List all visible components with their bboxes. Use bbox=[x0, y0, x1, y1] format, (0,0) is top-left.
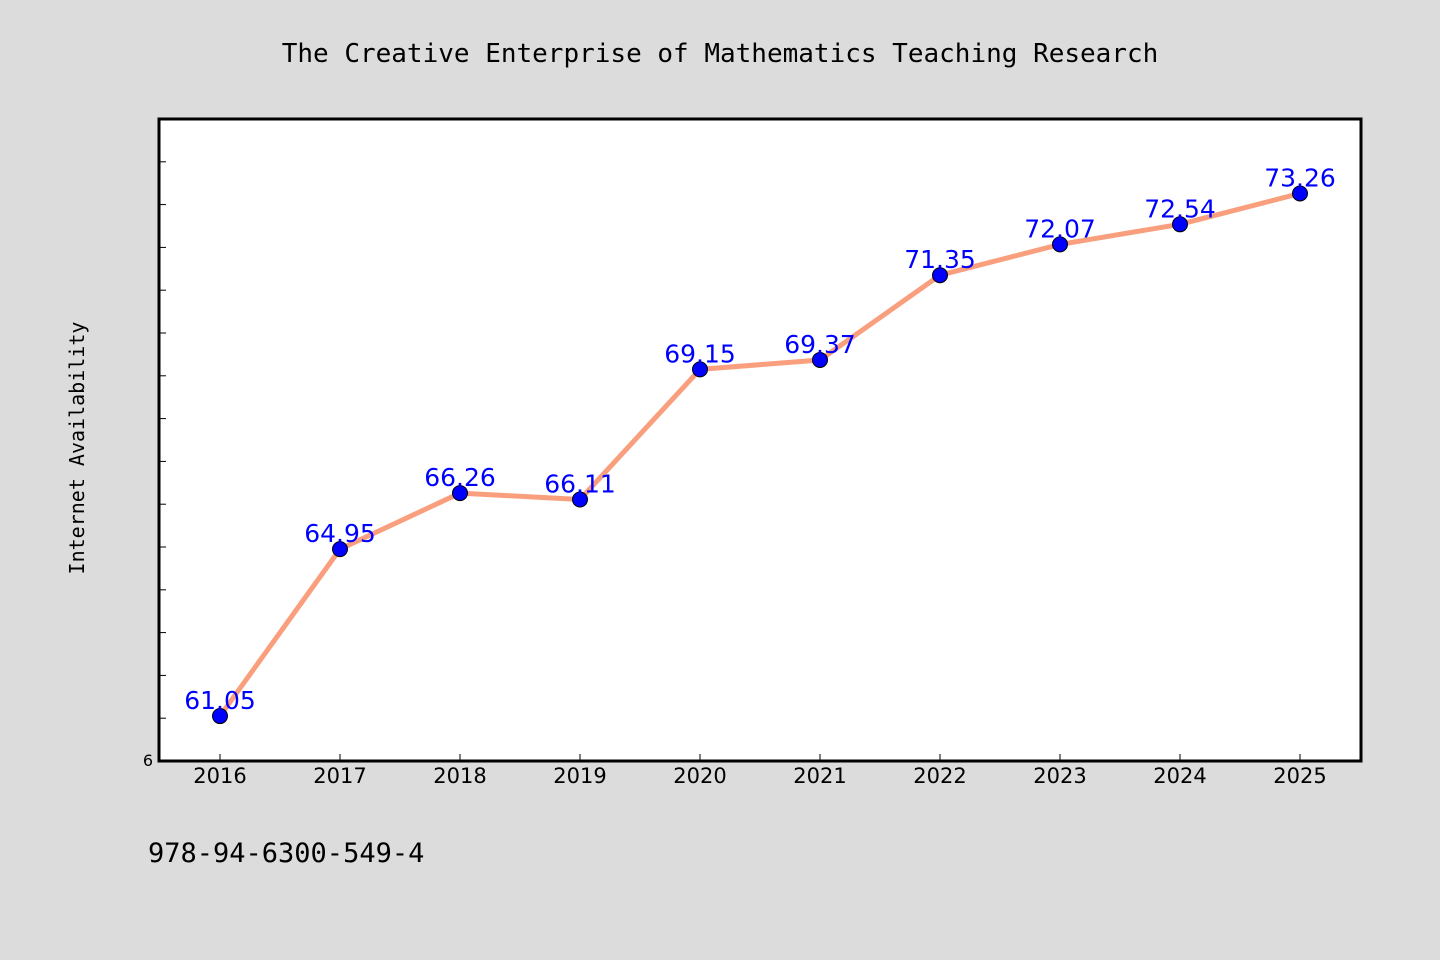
x-tick-label: 2022 bbox=[913, 764, 966, 788]
data-label: 66.26 bbox=[424, 463, 496, 492]
data-point bbox=[1052, 236, 1068, 253]
x-tick-label: 2016 bbox=[193, 764, 246, 788]
data-label: 61.05 bbox=[184, 686, 256, 715]
data-point bbox=[212, 708, 228, 725]
x-tick-label: 2019 bbox=[553, 764, 606, 788]
isbn-footer: 978-94-6300-549-4 bbox=[148, 838, 424, 869]
x-tick-label: 2021 bbox=[793, 764, 846, 788]
chart-title: The Creative Enterprise of Mathematics T… bbox=[282, 39, 1159, 69]
data-label: 73.26 bbox=[1264, 163, 1336, 192]
data-point bbox=[812, 351, 828, 368]
series-markers bbox=[212, 185, 1308, 725]
x-axis-ticks bbox=[219, 754, 1301, 761]
data-label: 69.15 bbox=[664, 339, 736, 368]
data-label: 72.07 bbox=[1024, 214, 1096, 243]
data-point bbox=[572, 491, 588, 508]
data-label: 64.95 bbox=[304, 519, 376, 548]
x-tick-label: 2017 bbox=[313, 764, 366, 788]
data-label: 66.11 bbox=[544, 469, 616, 498]
data-point bbox=[332, 541, 348, 558]
x-axis-tick-labels: 2016 2017 2018 2019 2020 2021 2022 2023 2024 2025 bbox=[193, 764, 1326, 788]
y-axis-label: Internet Availability bbox=[65, 322, 89, 575]
x-tick-label: 2023 bbox=[1033, 764, 1086, 788]
data-point bbox=[452, 485, 468, 502]
y-tick-label: 6 bbox=[143, 751, 153, 770]
data-label: 71.35 bbox=[904, 245, 976, 274]
series-line bbox=[217, 190, 1303, 719]
x-tick-label: 2025 bbox=[1273, 764, 1326, 788]
data-label: 69.37 bbox=[784, 330, 856, 359]
data-label: 72.54 bbox=[1144, 194, 1216, 223]
data-point bbox=[932, 267, 948, 284]
y-axis-tick-labels: 6 bbox=[143, 751, 153, 770]
data-labels: 61.05 64.95 66.26 66.11 69.15 69.37 71.35 72.07… bbox=[184, 163, 1336, 715]
data-point bbox=[1172, 216, 1188, 233]
x-tick-label: 2018 bbox=[433, 764, 486, 788]
data-point bbox=[1292, 185, 1308, 202]
x-tick-label: 2024 bbox=[1153, 764, 1206, 788]
data-point bbox=[692, 361, 708, 378]
y-axis-ticks bbox=[159, 161, 166, 719]
x-tick-label: 2020 bbox=[673, 764, 726, 788]
